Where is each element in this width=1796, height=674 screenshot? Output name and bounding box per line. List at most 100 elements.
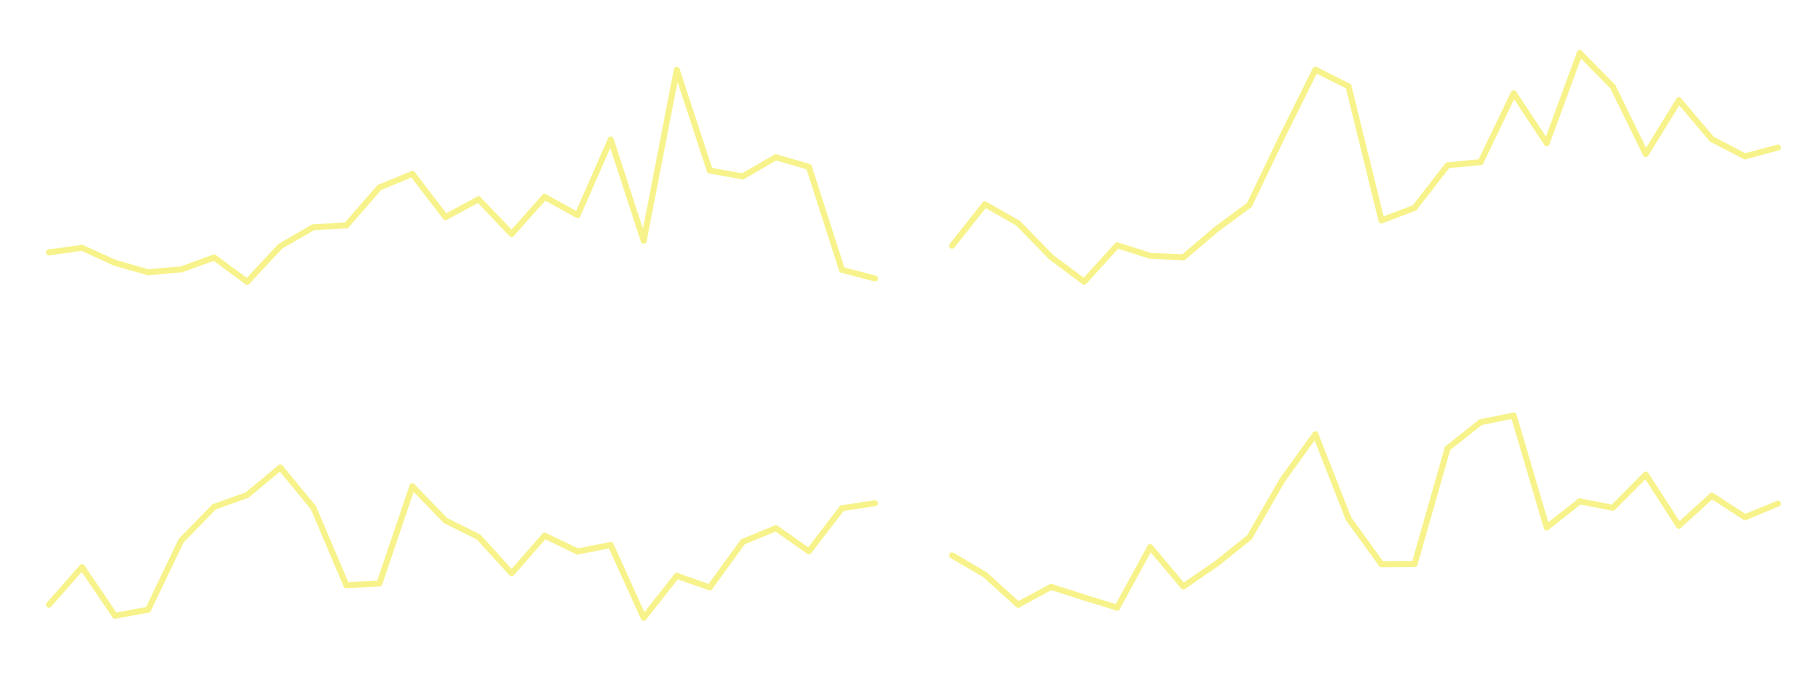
data-point — [1642, 151, 1649, 157]
data-point — [310, 504, 317, 511]
data-point — [673, 572, 680, 579]
data-point — [244, 492, 251, 498]
data-point — [1312, 431, 1319, 438]
data-point — [872, 275, 878, 282]
data-point — [1675, 97, 1682, 104]
data-point — [508, 231, 515, 237]
data-point — [1114, 604, 1121, 611]
data-point — [949, 552, 955, 559]
data-point — [607, 542, 614, 548]
data-point — [1279, 477, 1286, 483]
data-point — [343, 222, 350, 229]
data-point — [1477, 159, 1484, 166]
data-point — [1576, 50, 1583, 57]
data-point — [706, 584, 713, 591]
data-point — [541, 193, 548, 200]
data-point — [739, 538, 746, 545]
data-point — [1675, 522, 1682, 529]
data-point — [1213, 226, 1220, 233]
data-point — [1510, 90, 1517, 97]
data-point — [112, 259, 119, 266]
data-point — [1510, 412, 1517, 419]
data-point — [1015, 601, 1022, 608]
data-point — [244, 278, 251, 285]
data-point — [1312, 66, 1319, 73]
data-point — [1742, 514, 1748, 521]
data-point — [508, 570, 515, 577]
data-point — [1246, 534, 1253, 541]
data-point — [1708, 136, 1715, 143]
data-point — [640, 614, 647, 621]
data-point — [79, 564, 85, 571]
chart-top-right — [949, 50, 1781, 285]
data-point — [211, 254, 218, 261]
data-point — [1742, 153, 1748, 160]
data-point — [1543, 524, 1550, 531]
data-point — [475, 196, 482, 203]
data-point — [1081, 594, 1088, 601]
data-point — [805, 163, 812, 170]
data-point — [949, 242, 955, 249]
data-point — [805, 548, 812, 555]
data-point — [541, 532, 548, 539]
data-point — [112, 612, 119, 619]
data-point — [640, 237, 647, 244]
data-point — [343, 582, 350, 589]
data-point — [1048, 254, 1055, 261]
data-point — [409, 483, 416, 490]
data-point — [1609, 83, 1616, 90]
data-point — [1444, 445, 1451, 452]
data-point — [1114, 242, 1121, 249]
data-point — [1246, 201, 1253, 208]
data-point — [607, 136, 614, 143]
data-point — [46, 601, 52, 608]
data-point — [1345, 515, 1352, 522]
data-point — [310, 224, 317, 231]
data-point — [1147, 252, 1154, 259]
data-point — [1180, 583, 1187, 590]
data-point — [1444, 162, 1451, 169]
data-point — [1378, 561, 1385, 568]
data-point — [1279, 133, 1286, 140]
data-point — [79, 244, 85, 251]
data-point — [1048, 583, 1055, 590]
data-point — [1378, 217, 1385, 224]
data-point — [1411, 561, 1418, 567]
data-point — [1411, 204, 1418, 211]
data-point — [1180, 254, 1187, 261]
chart-top-left — [46, 66, 878, 285]
data-point — [1147, 544, 1154, 551]
data-point — [277, 464, 284, 471]
data-point — [376, 580, 383, 587]
data-point — [178, 266, 185, 273]
series-line — [949, 50, 1779, 285]
data-point — [475, 533, 482, 540]
data-point — [982, 201, 988, 208]
series-line — [46, 464, 876, 621]
data-point — [409, 170, 416, 177]
data-point — [574, 212, 581, 219]
data-point — [1609, 504, 1616, 511]
data-point — [1081, 278, 1088, 285]
data-point — [739, 173, 746, 180]
data-point — [1345, 83, 1352, 90]
series-line — [48, 66, 876, 285]
data-point — [839, 505, 845, 512]
data-point — [211, 503, 218, 510]
data-point — [46, 249, 52, 256]
data-point — [772, 154, 779, 161]
data-point — [277, 243, 284, 250]
data-point — [1213, 560, 1220, 567]
data-point — [442, 517, 449, 524]
data-point — [376, 184, 383, 191]
data-point — [145, 606, 152, 613]
data-point — [1775, 144, 1781, 151]
data-point — [574, 548, 581, 555]
data-point — [839, 266, 845, 273]
series-line — [950, 412, 1780, 611]
data-point — [1543, 140, 1550, 147]
data-point — [706, 167, 713, 174]
chart-bottom-left — [46, 464, 878, 621]
data-point — [442, 214, 449, 221]
